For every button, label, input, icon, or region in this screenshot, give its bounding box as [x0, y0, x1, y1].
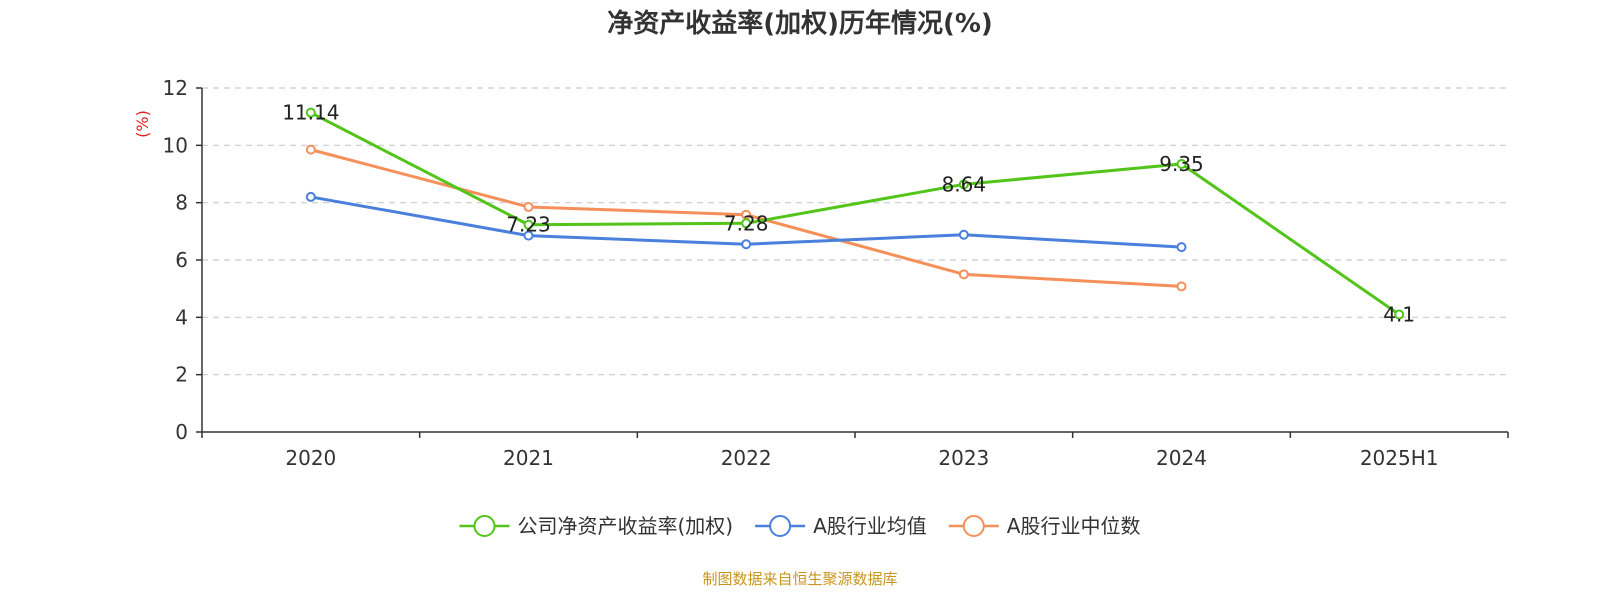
y-tick-label: 2 [175, 363, 188, 387]
x-tick-labels: 2020 2021 2022 2023 2024 2025H1 [285, 446, 1438, 470]
gridlines [202, 87, 1508, 376]
data-labels: 11.14 7.23 7.28 8.64 9.35 4.1 [282, 101, 1415, 327]
legend-label: 公司净资产收益率(加权) [518, 514, 734, 538]
data-point[interactable] [1394, 309, 1405, 320]
x-tick-label: 2023 [938, 446, 989, 470]
data-label: 4.1 [1383, 302, 1415, 326]
y-tick-label: 0 [175, 420, 188, 444]
x-tick-label: 2020 [285, 446, 336, 470]
data-point[interactable] [305, 107, 316, 118]
legend-item-0[interactable]: 公司净资产收益率(加权) [459, 514, 734, 538]
data-label: 7.23 [506, 213, 551, 237]
data-point[interactable] [523, 219, 534, 230]
source-note: 制图数据来自恒生聚源数据库 [702, 570, 897, 588]
series-lines [310, 111, 1401, 316]
x-tick-label: 2022 [721, 446, 772, 470]
x-tick-label: 2025H1 [1360, 446, 1439, 470]
legend-circle-icon [962, 515, 985, 537]
y-tick-label: 8 [175, 191, 188, 215]
data-label: 7.28 [724, 211, 769, 235]
data-point[interactable] [1176, 158, 1187, 169]
series-points [305, 107, 1405, 320]
data-point[interactable] [305, 191, 316, 202]
legend-label: A股行业中位数 [1007, 514, 1141, 538]
data-point[interactable] [1176, 281, 1187, 292]
chart-title: 净资产收益率(加权)历年情况(%) [607, 8, 993, 39]
y-axis-label: (%) [133, 110, 152, 138]
data-label: 8.64 [942, 172, 987, 196]
x-tick-label: 2024 [1156, 446, 1207, 470]
data-point[interactable] [958, 179, 969, 190]
x-tick-label: 2021 [503, 446, 554, 470]
legend[interactable]: 公司净资产收益率(加权) A股行业均值 A股行业中位数 [459, 514, 1141, 538]
legend-item-2[interactable]: A股行业中位数 [948, 514, 1141, 538]
y-tick-label: 10 [163, 133, 188, 157]
data-point[interactable] [741, 218, 752, 229]
data-point[interactable] [958, 229, 969, 240]
y-tick-label: 4 [175, 305, 188, 329]
legend-item-1[interactable]: A股行业均值 [755, 514, 927, 538]
data-point[interactable] [741, 239, 752, 250]
data-label: 11.14 [282, 101, 339, 125]
data-point[interactable] [523, 201, 534, 212]
y-tick-label: 6 [175, 248, 188, 272]
legend-label: A股行业均值 [813, 514, 927, 538]
axes [196, 87, 1509, 438]
legend-circle-icon [769, 515, 792, 537]
legend-circle-icon [473, 515, 496, 537]
data-point[interactable] [523, 230, 534, 241]
series-line-0 [310, 111, 1401, 316]
data-point[interactable] [305, 144, 316, 155]
y-tick-label: 12 [163, 76, 188, 100]
data-point[interactable] [958, 269, 969, 280]
y-tick-labels: 0 2 4 6 8 10 12 [163, 76, 188, 444]
data-point[interactable] [1176, 242, 1187, 253]
data-label: 9.35 [1159, 152, 1204, 176]
